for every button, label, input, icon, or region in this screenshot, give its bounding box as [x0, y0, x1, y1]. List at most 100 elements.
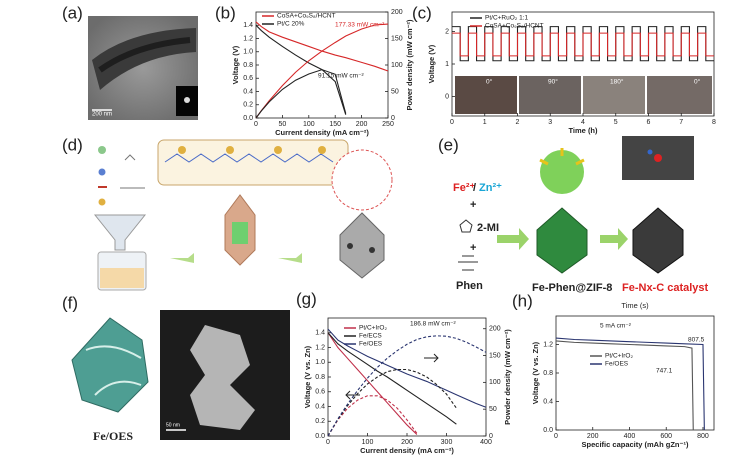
y-tick-label: 0.4: [315, 403, 325, 410]
annotation: 0°: [486, 78, 493, 86]
y2-axis-title: Power density (mW cm⁻²): [405, 19, 414, 111]
legend-label: Pt/C 20%: [277, 21, 305, 28]
x-tick-label: 100: [303, 121, 315, 128]
y-axis-title: Voltage (V): [427, 44, 436, 83]
legend-label: Pt/C+IrO₂: [605, 353, 633, 360]
y2-tick-label: 0: [391, 115, 395, 122]
y-tick-label: 1.2: [243, 35, 253, 42]
x-axis-title: Specific capacity (mAh gZn⁻¹): [582, 440, 689, 449]
y-tick-label: 1: [445, 61, 449, 68]
y-tick-label: 0: [445, 93, 449, 100]
y-tick-label: 0.8: [315, 374, 325, 381]
data-line: [555, 337, 705, 431]
annotation: 180°: [610, 78, 624, 86]
y-tick-label: 0.0: [315, 433, 325, 440]
structure-image: Fe/OES: [71, 317, 149, 443]
panel-label: (e): [438, 135, 459, 154]
panel-label: (f): [62, 293, 78, 312]
x-tick-label: 2: [516, 119, 520, 126]
panel-label: (d): [62, 135, 83, 154]
y-tick-label: 1.0: [243, 49, 253, 56]
x-tick-label: 400: [480, 439, 492, 446]
x-tick-label: 200: [587, 433, 599, 440]
data-line: [327, 332, 418, 435]
x-tick-label: 8: [712, 119, 716, 126]
data-line: [255, 24, 347, 115]
x-tick-label: 0: [254, 121, 258, 128]
plot-frame: [555, 315, 715, 431]
y-tick-label: 1.0: [315, 359, 325, 366]
y-axis-title: Voltage (V vs. Zn): [303, 345, 312, 408]
y2-axis-title: Powder density (mW cm⁻²): [503, 329, 512, 425]
y-tick-label: 1.4: [315, 330, 325, 337]
x-tick-label: 200: [401, 439, 413, 446]
panel-label: (b): [215, 3, 236, 22]
ligand: Phen: [456, 280, 483, 292]
legend-label: CoSA+Co₉S₈/HCNT: [277, 13, 336, 20]
y-tick-label: 0.4: [243, 88, 253, 95]
caption: Fe/OES: [93, 429, 133, 443]
x2-axis-title: Time (s): [621, 301, 649, 310]
x-tick-label: 4: [581, 119, 585, 126]
x-tick-label: 150: [329, 121, 341, 128]
x-tick-label: 0: [554, 433, 558, 440]
x-tick-label: 800: [697, 433, 709, 440]
x-axis-title: Current density (mA cm⁻²): [275, 128, 369, 137]
y-tick-label: 1.2: [543, 341, 553, 348]
data-line: [327, 328, 487, 408]
panel-label: (c): [412, 3, 432, 22]
ion-scheme: Fe²⁺ / Zn²⁺ + 2-MI + Phen Fe-Phen@ZIF-8 …: [453, 136, 709, 294]
y2-tick-label: 200: [489, 326, 501, 333]
arrow: [345, 390, 360, 400]
y-tick-label: 0.8: [243, 62, 253, 69]
data-line: [327, 368, 457, 437]
y-tick-label: 0.6: [315, 389, 325, 396]
x-tick-label: 600: [660, 433, 672, 440]
data-line: [327, 332, 457, 425]
panel-label: (a): [62, 3, 83, 22]
x-tick-label: 400: [624, 433, 636, 440]
x-tick-label: 6: [647, 119, 651, 126]
annotation: 90°: [548, 78, 558, 86]
data-line: [555, 340, 694, 431]
y2-tick-label: 50: [489, 406, 497, 413]
ligand: 2-MI: [477, 222, 499, 234]
y2-tick-label: 150: [391, 35, 403, 42]
annotation: 177.33 mW cm⁻²: [335, 22, 385, 29]
x-tick-label: 0: [326, 439, 330, 446]
scale-bar: 50 nm: [166, 422, 180, 428]
y-tick-label: 0.6: [243, 75, 253, 82]
ion-zn: Zn²⁺: [479, 182, 502, 194]
y2-tick-label: 50: [391, 88, 399, 95]
panel-label: (h): [512, 291, 533, 310]
annotation: 186.8 mW cm⁻²: [410, 321, 457, 328]
ion-slash: /: [473, 182, 476, 194]
product-label: Fe-Phen@ZIF-8: [532, 282, 612, 294]
data-line: [255, 21, 389, 72]
y2-tick-label: 100: [489, 379, 501, 386]
x-tick-label: 5: [614, 119, 618, 126]
x-axis-title: Time (h): [568, 126, 598, 135]
y-tick-label: 0.2: [243, 102, 253, 109]
sem-image: 50 nm: [160, 310, 290, 440]
plus: +: [470, 199, 476, 211]
legend-label: Fe/OES: [359, 341, 383, 348]
annotation: 807.5: [688, 337, 705, 344]
data-line: [327, 335, 487, 437]
y-axis-title: Voltage (V vs. Zn): [531, 341, 540, 404]
legend-label: Pt/C+RuO₂ 1:1: [485, 15, 529, 22]
arrow: [424, 353, 439, 363]
photo-insets: [455, 76, 712, 114]
annotation: 91.15 mW cm⁻²: [318, 73, 365, 80]
y2-tick-label: 100: [391, 62, 403, 69]
x-tick-label: 0: [450, 119, 454, 126]
legend-label: CoSA+Co₉S₈/HCNT: [485, 23, 544, 30]
y2-tick-label: 0: [489, 433, 493, 440]
y-tick-label: 0.4: [543, 398, 553, 405]
y-axis-title: Voltage (V): [231, 45, 240, 84]
tem-image: 200 nm: [88, 16, 198, 120]
y-tick-label: 0.0: [243, 115, 253, 122]
scale-bar: 200 nm: [92, 112, 112, 118]
x-axis-title: Current density (mA cm⁻²): [360, 446, 454, 455]
